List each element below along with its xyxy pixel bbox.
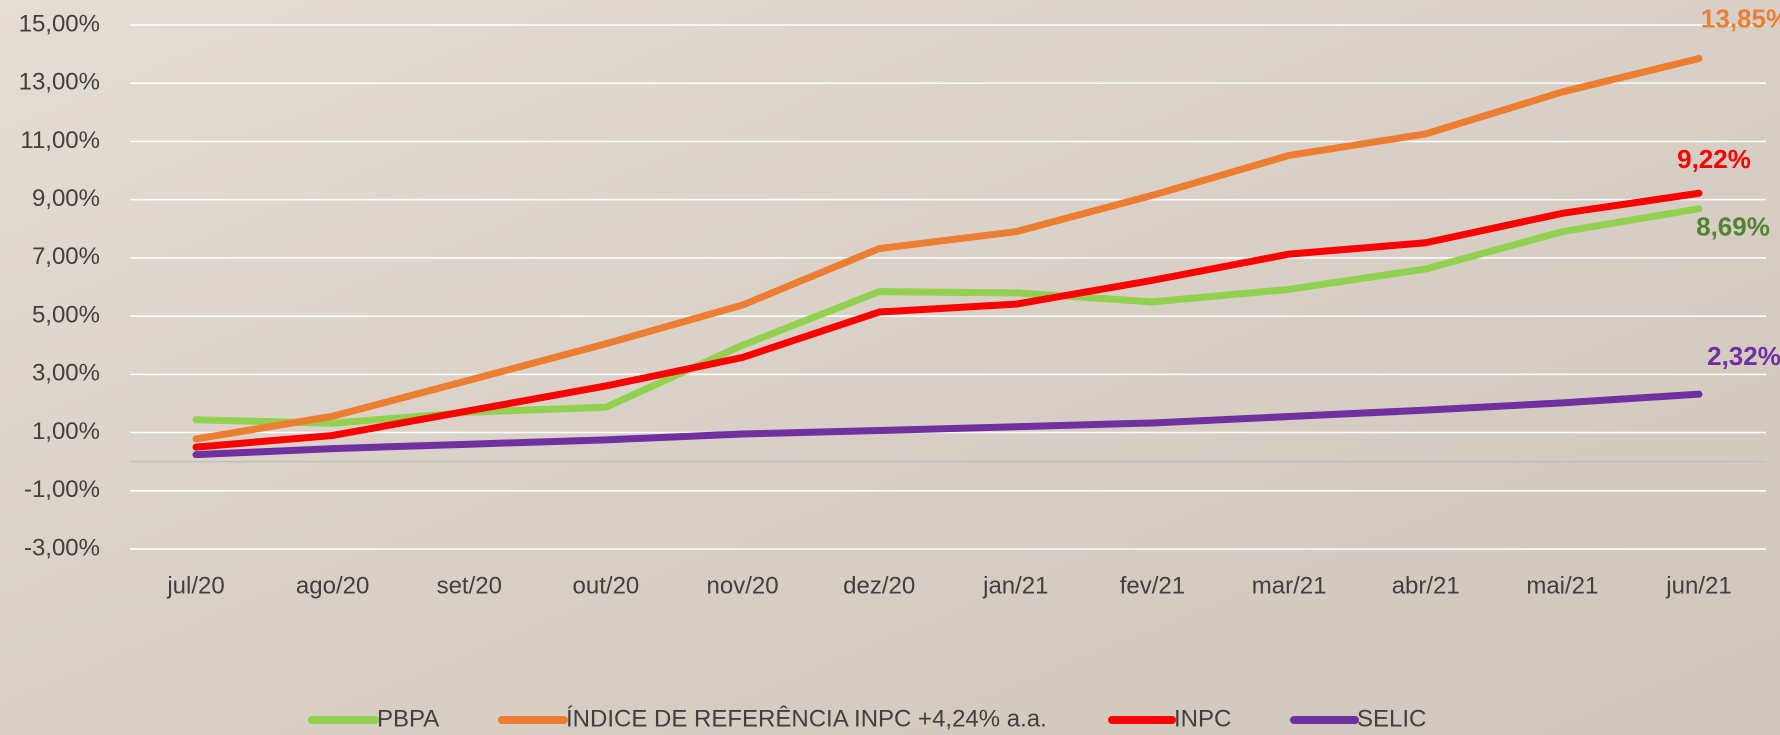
y-tick-label: 3,00% bbox=[32, 360, 100, 387]
legend-label: ÍNDICE DE REFERÊNCIA INPC +4,24% a.a. bbox=[566, 705, 1047, 732]
y-tick-label: 9,00% bbox=[32, 185, 100, 212]
legend-label: PBPA bbox=[377, 705, 439, 732]
x-tick-label: fev/21 bbox=[1120, 572, 1185, 599]
series-line bbox=[192, 390, 1703, 459]
x-tick-label: nov/20 bbox=[707, 572, 779, 599]
y-tick-label: 7,00% bbox=[32, 243, 100, 270]
y-tick-label: -3,00% bbox=[24, 534, 100, 561]
y-tick-label: 11,00% bbox=[20, 127, 100, 154]
data-label: 8,69% bbox=[1696, 212, 1770, 242]
x-tick-label: mar/21 bbox=[1252, 572, 1327, 599]
x-tick-label: out/20 bbox=[573, 572, 640, 599]
y-tick-label: -1,00% bbox=[24, 476, 100, 503]
x-tick-label: dez/20 bbox=[843, 572, 915, 599]
data-label: 9,22% bbox=[1677, 144, 1751, 174]
data-label: 2,32% bbox=[1707, 341, 1780, 371]
x-tick-label: mai/21 bbox=[1526, 572, 1598, 599]
data-label: 13,85% bbox=[1701, 3, 1780, 33]
x-tick-label: jul/20 bbox=[166, 572, 224, 599]
legend-label: INPC bbox=[1174, 705, 1231, 732]
series-line bbox=[192, 189, 1703, 451]
x-tick-label: abr/21 bbox=[1392, 572, 1460, 599]
y-tick-label: 5,00% bbox=[32, 301, 100, 328]
y-tick-label: 15,00% bbox=[19, 10, 100, 37]
y-tick-label: 13,00% bbox=[19, 69, 100, 96]
x-tick-label: jun/21 bbox=[1665, 572, 1731, 599]
x-tick-label: set/20 bbox=[437, 572, 502, 599]
y-tick-label: 1,00% bbox=[32, 418, 100, 445]
x-tick-label: jan/21 bbox=[982, 572, 1048, 599]
series-line bbox=[192, 54, 1703, 443]
x-tick-label: ago/20 bbox=[296, 572, 369, 599]
legend-label: SELIC bbox=[1357, 705, 1426, 732]
